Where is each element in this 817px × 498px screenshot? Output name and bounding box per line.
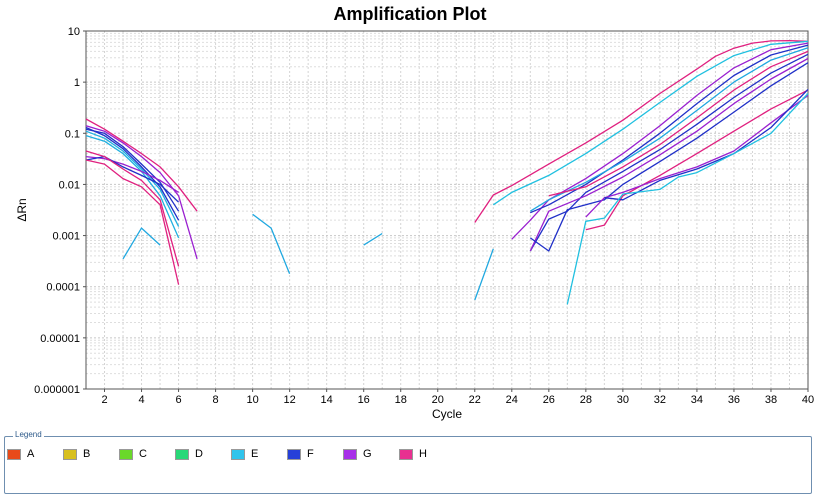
y-tick-label: 10 (68, 26, 80, 38)
chart-title: Amplification Plot (334, 4, 487, 24)
legend-label: G (363, 448, 372, 460)
series-line-23 (529, 62, 809, 252)
amplification-chart: Amplification Plot 2 4 6 8 10 12 14 16 18 20 22 24 2… (15, 4, 814, 421)
legend-item-g[interactable]: G (343, 448, 399, 460)
series-line-8 (85, 155, 180, 203)
y-axis-ticks: 10 1 0.1 0.01 0.001 0.0001 0.00001 0.000001 (34, 26, 86, 396)
series-line-15 (474, 39, 809, 223)
series-line-1 (85, 118, 198, 212)
y-tick-label: 1 (74, 77, 80, 89)
x-tick-label: 22 (469, 394, 481, 406)
x-axis-label: Cycle (432, 407, 462, 421)
y-tick-label: 0.000001 (34, 384, 80, 396)
x-tick-label: 8 (213, 394, 219, 406)
series-line-18 (530, 44, 809, 214)
x-tick-label: 34 (691, 394, 703, 406)
legend-title: Legend (13, 430, 44, 439)
series-line-22 (529, 57, 809, 252)
series-line-20 (548, 50, 809, 197)
legend-swatch (63, 448, 77, 460)
y-axis-label: ΔRn (15, 198, 29, 221)
legend-item-a[interactable]: A (7, 448, 63, 460)
legend-label: H (419, 448, 427, 460)
legend-label: F (307, 448, 314, 460)
series-line-19 (529, 47, 809, 212)
legend-swatch (343, 448, 357, 460)
x-tick-label: 32 (654, 394, 666, 406)
series-line-6 (85, 126, 180, 221)
series-line-7 (85, 155, 179, 193)
legend-swatch (7, 448, 21, 460)
x-tick-label: 24 (506, 394, 518, 406)
legend-item-d[interactable]: D (175, 448, 231, 460)
x-tick-label: 40 (802, 394, 814, 406)
series-line-11 (122, 227, 161, 260)
legend-label: E (251, 448, 259, 460)
series-line-5 (85, 134, 180, 239)
series-line-2 (85, 125, 198, 260)
legend-items: A B C D E F G H (7, 448, 455, 460)
legend-label: D (195, 448, 203, 460)
legend-item-f[interactable]: F (287, 448, 343, 460)
series-line-12 (252, 213, 291, 274)
x-tick-label: 16 (358, 394, 370, 406)
legend-item-e[interactable]: E (231, 448, 287, 460)
legend-label: A (27, 448, 35, 460)
series-group (85, 39, 809, 305)
y-tick-label: 0.00001 (40, 333, 80, 345)
plot-area (85, 30, 809, 390)
legend-item-h[interactable]: H (399, 448, 455, 460)
legend-label: C (139, 448, 147, 460)
legend-swatch (119, 448, 133, 460)
y-tick-label: 0.0001 (46, 282, 80, 294)
series-line-27 (566, 93, 809, 305)
legend: Legend A B C D E F G H (4, 430, 812, 494)
legend-item-b[interactable]: B (63, 448, 119, 460)
x-tick-label: 12 (284, 394, 296, 406)
series-line-10 (85, 159, 180, 285)
series-line-21 (529, 53, 809, 252)
legend-swatch (399, 448, 413, 460)
x-tick-label: 30 (617, 394, 629, 406)
series-line-16 (492, 40, 809, 206)
series-line-13 (363, 232, 383, 246)
x-tick-label: 10 (246, 394, 258, 406)
x-tick-label: 6 (176, 394, 182, 406)
legend-item-c[interactable]: C (119, 448, 175, 460)
x-tick-label: 26 (543, 394, 555, 406)
series-line-25 (585, 94, 809, 218)
x-tick-label: 28 (580, 394, 592, 406)
y-tick-label: 0.1 (65, 128, 80, 140)
x-tick-label: 4 (138, 394, 144, 406)
x-tick-label: 36 (728, 394, 740, 406)
x-tick-label: 2 (101, 394, 107, 406)
legend-swatch (231, 448, 245, 460)
series-line-9 (85, 150, 180, 267)
y-tick-label: 0.001 (52, 231, 80, 243)
series-line-17 (511, 42, 809, 240)
series-line-24 (585, 89, 809, 231)
legend-swatch (175, 448, 189, 460)
series-line-4 (85, 130, 180, 227)
grid (86, 31, 808, 389)
series-line-14 (474, 248, 494, 301)
legend-swatch (287, 448, 301, 460)
x-tick-label: 38 (765, 394, 777, 406)
legend-label: B (83, 448, 91, 460)
x-tick-label: 14 (321, 394, 333, 406)
x-tick-label: 20 (432, 394, 444, 406)
x-tick-label: 18 (395, 394, 407, 406)
x-axis-ticks: 2 4 6 8 10 12 14 16 18 20 22 24 26 28 30 32 34 36 38 40 (101, 389, 814, 406)
y-tick-label: 0.01 (59, 179, 80, 191)
series-line-26 (604, 88, 809, 201)
